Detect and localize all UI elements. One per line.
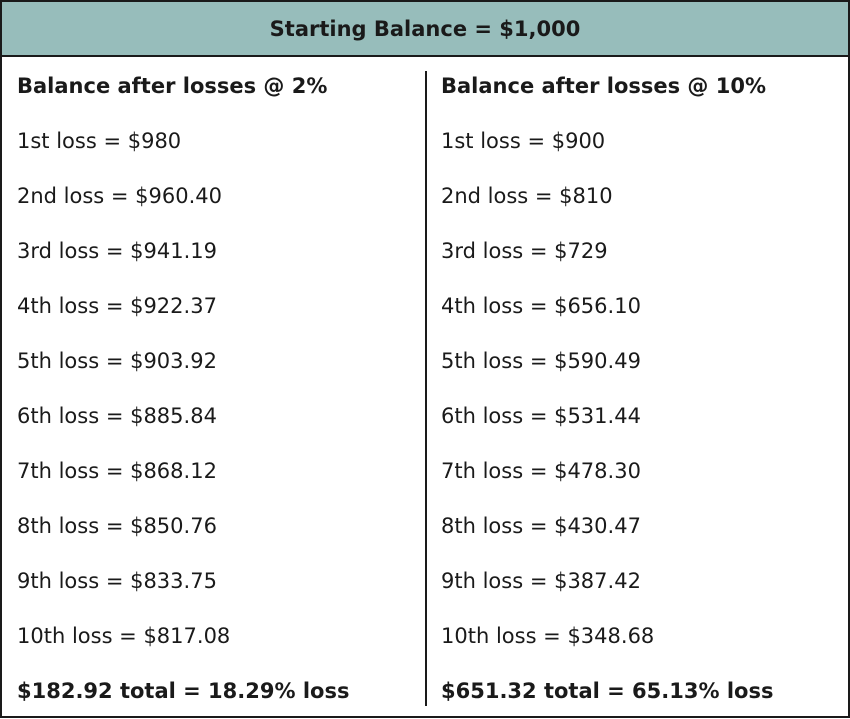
list-item: 1st loss = $900 xyxy=(441,129,606,153)
column-total: $651.32 total = 65.13% loss xyxy=(441,679,774,703)
list-item: 1st loss = $980 xyxy=(17,129,182,153)
header-title: Starting Balance = $1,000 xyxy=(269,16,581,41)
list-item: 8th loss = $850.76 xyxy=(17,514,217,538)
list-item: 3rd loss = $941.19 xyxy=(17,239,217,263)
list-item: 10th loss = $348.68 xyxy=(441,624,655,648)
column-divider xyxy=(425,71,427,706)
list-item: 9th loss = $833.75 xyxy=(17,569,217,593)
list-item: 8th loss = $430.47 xyxy=(441,514,641,538)
list-item: 5th loss = $590.49 xyxy=(441,349,641,373)
list-item: 2nd loss = $960.40 xyxy=(17,184,223,208)
column-heading: Balance after losses @ 10% xyxy=(441,74,767,98)
table-header: Starting Balance = $1,000 xyxy=(2,2,848,57)
list-item: 5th loss = $903.92 xyxy=(17,349,217,373)
list-item: 2nd loss = $810 xyxy=(441,184,613,208)
list-item: 6th loss = $885.84 xyxy=(17,404,217,428)
list-item: 7th loss = $868.12 xyxy=(17,459,217,483)
column-heading: Balance after losses @ 2% xyxy=(17,74,328,98)
list-item: 9th loss = $387.42 xyxy=(441,569,641,593)
list-item: 10th loss = $817.08 xyxy=(17,624,231,648)
list-item: 7th loss = $478.30 xyxy=(441,459,641,483)
list-item: 4th loss = $922.37 xyxy=(17,294,217,318)
list-item: 3rd loss = $729 xyxy=(441,239,608,263)
list-item: 6th loss = $531.44 xyxy=(441,404,641,428)
list-item: 4th loss = $656.10 xyxy=(441,294,641,318)
column-total: $182.92 total = 18.29% loss xyxy=(17,679,350,703)
table-body: Balance after losses @ 2% 1st loss = $98… xyxy=(2,57,848,716)
